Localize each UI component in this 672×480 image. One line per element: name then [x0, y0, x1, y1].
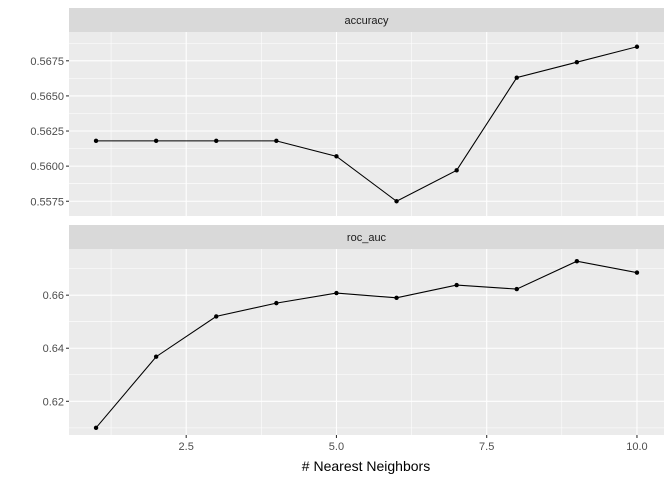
- facet-strip-label: roc_auc: [347, 232, 387, 244]
- facet-strip: [69, 225, 664, 249]
- data-point: [574, 59, 580, 65]
- data-point: [214, 138, 219, 144]
- series-line-accuracy: [96, 46, 638, 202]
- data-point: [214, 314, 219, 319]
- data-point: [93, 138, 99, 144]
- y-tick-label: 0.5675: [30, 56, 64, 68]
- y-tick-label: 0.5625: [30, 126, 64, 138]
- data-point: [394, 295, 399, 301]
- x-axis-title: # Nearest Neighbors: [302, 458, 430, 474]
- y-tick-label: 0.5575: [30, 196, 64, 208]
- y-tick-label: 0.66: [43, 290, 64, 302]
- facet-strip-label: accuracy: [344, 15, 389, 27]
- facet-strip: [69, 8, 664, 32]
- data-point: [153, 138, 159, 144]
- facet-panel-accuracy: accuracy 0.5575 0.5600 0.5625 0.5650 0.5675: [30, 8, 664, 216]
- y-tick-label: 0.64: [43, 343, 64, 355]
- data-point: [274, 300, 279, 306]
- data-point: [394, 199, 399, 204]
- data-point: [454, 282, 459, 288]
- x-tick-label: 7.5: [479, 441, 494, 453]
- y-tick-label: 0.5650: [30, 91, 64, 103]
- plot-panel: [69, 249, 664, 435]
- data-point: [274, 138, 279, 144]
- x-tick-label: 10.0: [626, 441, 647, 453]
- data-point: [454, 168, 459, 173]
- data-point: [334, 290, 339, 296]
- facet-panel-roc_auc: roc_auc 0.62 0.64 0.66: [43, 225, 664, 435]
- series-line-roc_auc: [95, 260, 638, 429]
- plot-panel: [69, 32, 664, 216]
- data-point: [153, 354, 159, 359]
- data-point: [634, 270, 640, 275]
- data-point: [334, 154, 339, 159]
- x-tick-label: 2.5: [179, 441, 194, 453]
- y-tick-label: 0.5600: [30, 161, 64, 173]
- data-point: [574, 259, 580, 264]
- data-point: [514, 286, 519, 292]
- data-point: [514, 75, 519, 80]
- data-point: [93, 425, 99, 431]
- data-point: [634, 44, 640, 49]
- x-tick-label: 5.0: [329, 441, 344, 453]
- y-tick-label: 0.62: [43, 396, 64, 408]
